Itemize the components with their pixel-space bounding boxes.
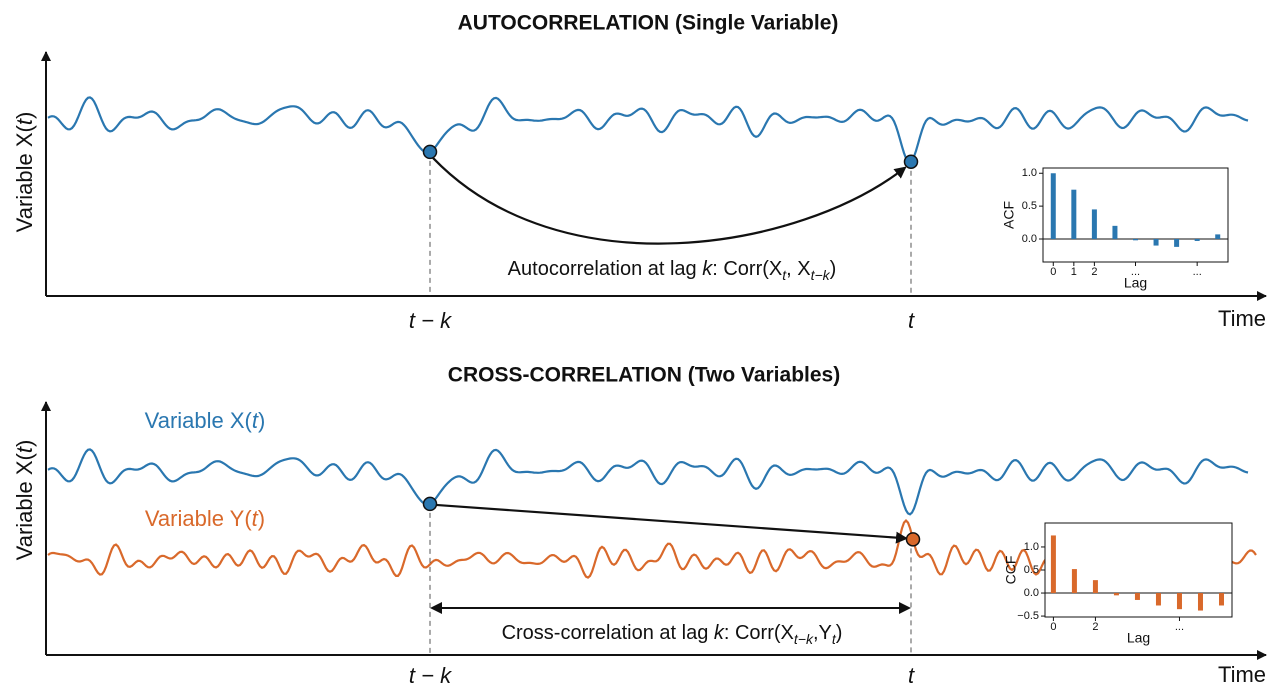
bar <box>1153 238 1159 246</box>
bar <box>1174 238 1180 247</box>
bar <box>1197 593 1203 611</box>
lag-arrow <box>435 503 908 544</box>
point <box>903 154 919 169</box>
bar <box>1155 593 1161 606</box>
y-tick-label: 1.0 <box>1024 541 1039 553</box>
y-tick-label: 0.0 <box>1022 233 1037 245</box>
inset-y-label: ACF <box>1001 201 1017 229</box>
x-tick-label: 2 <box>1092 621 1098 633</box>
bar <box>1218 593 1224 606</box>
bar <box>1113 593 1119 596</box>
label-part: ) <box>258 506 265 531</box>
lag-arrow <box>432 157 907 245</box>
bar <box>1112 225 1118 239</box>
x-tick-label: 0 <box>1050 621 1056 633</box>
label-part: ) <box>258 408 265 433</box>
series-label: Variable X(t) <box>145 408 266 433</box>
annotation: Autocorrelation at lag k: Corr(Xt, Xt−k) <box>508 258 837 282</box>
label-part: t <box>252 408 259 433</box>
tick-label: t − k <box>409 663 452 688</box>
tick-label: t <box>908 308 915 333</box>
x-tick-label: 1 <box>1071 266 1077 278</box>
bar <box>1091 209 1097 239</box>
x-tick-label: ... <box>1175 621 1184 633</box>
inset-x-label: Lag <box>1127 630 1150 646</box>
point <box>422 144 438 160</box>
x-tick-label: ... <box>1193 266 1202 278</box>
bar <box>1134 593 1140 600</box>
label-part: Variable Y( <box>145 506 252 531</box>
bar <box>1176 593 1182 610</box>
label-part: t <box>252 506 259 531</box>
y-tick-label: 0.5 <box>1024 564 1039 576</box>
bar <box>1194 238 1200 241</box>
inset-chart: 1.0 0.5 0.0 −0.5 0 2 ... Lag CCF <box>1003 522 1233 646</box>
bar <box>1215 234 1221 239</box>
series-line <box>47 448 1249 516</box>
x-axis-label: Time <box>1218 306 1266 331</box>
bar <box>1133 238 1138 241</box>
inset-y-label: CCF <box>1003 556 1019 585</box>
tick-label: t <box>908 663 915 688</box>
label-part: Variable X( <box>145 408 253 433</box>
point <box>905 532 921 547</box>
panel-title: CROSS-CORRELATION (Two Variables) <box>448 364 840 387</box>
series-label: Variable Y(t) <box>145 506 265 531</box>
y-tick-label: 0.5 <box>1022 200 1037 212</box>
annotation: Cross-correlation at lag k: Corr(Xt−k,Yt… <box>502 622 843 646</box>
x-tick-label: ... <box>1131 266 1140 278</box>
bar <box>1092 580 1098 594</box>
x-tick-label: 0 <box>1050 266 1056 278</box>
point <box>422 496 438 512</box>
bar <box>1071 189 1077 239</box>
inset-x-label: Lag <box>1124 275 1147 291</box>
series-line <box>47 96 1249 164</box>
y-axis-label: Variable X(t) <box>12 440 37 561</box>
x-tick-label: 2 <box>1091 266 1097 278</box>
bar <box>1071 569 1077 594</box>
y-tick-label: 1.0 <box>1022 167 1037 179</box>
panel-title: AUTOCORRELATION (Single Variable) <box>458 12 839 35</box>
y-axis-label: Variable X(t) <box>12 112 37 233</box>
y-tick-label: −0.5 <box>1017 610 1039 622</box>
inset-frame <box>1042 167 1229 263</box>
y-tick-label: 0.0 <box>1024 587 1039 599</box>
bar <box>1050 173 1056 239</box>
tick-label: t − k <box>409 308 452 333</box>
bar <box>1050 535 1056 594</box>
x-axis-label: Time <box>1218 662 1266 687</box>
